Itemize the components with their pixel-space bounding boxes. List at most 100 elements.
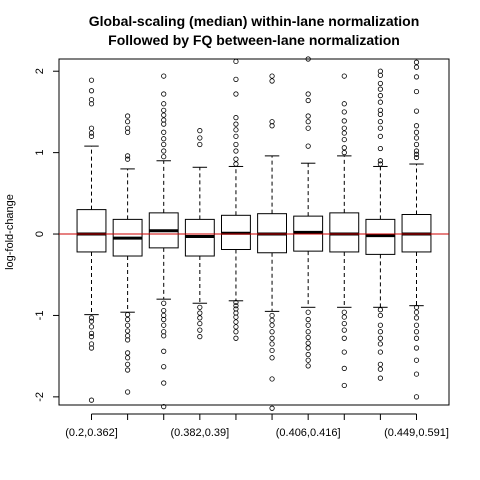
outlier-point — [377, 145, 383, 152]
outlier-point — [341, 101, 347, 107]
outlier-point — [161, 316, 167, 323]
outlier-point — [88, 318, 95, 324]
x-tick-label: (0.449,0.591] — [384, 427, 449, 439]
outlier-point — [269, 347, 275, 354]
outlier-point — [413, 357, 420, 363]
outlier-point — [88, 334, 95, 340]
outlier-point — [269, 405, 275, 411]
y-axis-label: log-fold-change — [4, 194, 16, 270]
outlier-point — [413, 123, 420, 129]
outlier-point — [413, 141, 420, 148]
outlier-point — [88, 397, 95, 403]
outlier-point — [341, 136, 347, 143]
outlier-point — [161, 404, 167, 410]
outlier-point — [305, 309, 311, 315]
outlier-point — [161, 121, 167, 127]
outlier-point — [125, 337, 131, 343]
outlier-point — [233, 127, 239, 133]
outlier-point — [88, 345, 95, 351]
outlier-point — [377, 86, 383, 92]
outlier-point — [197, 128, 203, 134]
outlier-point — [377, 111, 383, 117]
outlier-point — [161, 333, 167, 339]
outlier-point — [161, 380, 167, 386]
outlier-point — [125, 156, 131, 162]
outlier-point — [413, 394, 420, 400]
outlier-point — [233, 91, 239, 97]
outlier-point — [269, 322, 275, 328]
outlier-point — [161, 73, 167, 79]
plot-area: -2 -1 0 1 2 (0.2,0.362] (0.382,0.39] (0.406,0.4… — [34, 56, 450, 439]
outlier-point — [197, 310, 203, 316]
outlier-point — [161, 129, 167, 135]
outlier-point — [341, 118, 347, 124]
outlier-point — [413, 154, 420, 161]
outlier-point — [161, 101, 167, 107]
outlier-point — [377, 349, 383, 355]
outlier-point — [269, 341, 275, 347]
outlier-point — [341, 320, 347, 327]
outlier-point — [88, 77, 95, 83]
outlier-point — [305, 340, 311, 346]
outlier-point — [305, 334, 311, 341]
outlier-point — [413, 345, 420, 351]
outlier-point — [88, 125, 95, 131]
outlier-point — [233, 76, 239, 82]
outlier-point — [377, 361, 383, 367]
outlier-point — [233, 324, 239, 330]
outlier-point — [161, 112, 167, 118]
outlier-point — [197, 304, 203, 310]
outlier-point — [413, 151, 420, 157]
outlier-point — [341, 365, 347, 371]
outlier-point — [341, 349, 347, 355]
outlier-point — [197, 334, 203, 340]
outlier-point — [341, 150, 347, 156]
outlier-point — [161, 364, 167, 370]
outlier-point — [341, 73, 347, 79]
outlier-point — [377, 80, 383, 87]
outlier-point — [269, 317, 275, 323]
outlier-point — [125, 312, 131, 318]
chart-title-line-2: Followed by FQ between-lane normalizatio… — [108, 32, 400, 48]
outlier-point — [269, 376, 275, 382]
outlier-point — [305, 329, 311, 335]
outlier-point — [161, 322, 167, 328]
outlier-point — [377, 329, 383, 335]
outlier-point — [233, 148, 239, 154]
outlier-point — [377, 341, 383, 347]
outlier-point — [161, 148, 167, 154]
y-tick-label: -1 — [34, 311, 46, 321]
outlier-point — [125, 322, 131, 328]
outlier-point — [413, 74, 420, 80]
outlier-point — [233, 161, 239, 167]
outlier-point — [341, 309, 347, 315]
outlier-point — [161, 348, 167, 354]
outlier-point — [233, 115, 239, 121]
outlier-point — [269, 73, 275, 79]
outlier-point — [413, 129, 420, 135]
outlier-point — [125, 361, 131, 367]
outlier-point — [269, 329, 275, 335]
outlier-point — [233, 141, 239, 148]
outlier-point — [305, 345, 311, 351]
outlier-point — [305, 56, 311, 62]
outlier-point — [377, 133, 383, 139]
outlier-point — [377, 72, 383, 78]
outlier-point — [413, 148, 420, 154]
outlier-point — [413, 304, 420, 310]
outlier-point — [377, 312, 383, 319]
outlier-point — [341, 327, 347, 333]
outlier-point — [413, 64, 420, 70]
y-tick-label: 0 — [34, 231, 46, 237]
outlier-point — [341, 109, 347, 115]
outlier-point — [269, 312, 275, 319]
outlier-point — [377, 375, 383, 381]
outlier-point — [413, 309, 420, 315]
plot-frame — [58, 58, 450, 406]
outlier-point — [125, 153, 131, 159]
outlier-point — [341, 125, 347, 131]
y-tick-label: 1 — [34, 150, 46, 156]
x-tick-label: (0.382,0.39] — [170, 427, 229, 439]
x-tick-label: (0.406,0.416] — [276, 427, 341, 439]
outlier-point — [233, 299, 239, 306]
